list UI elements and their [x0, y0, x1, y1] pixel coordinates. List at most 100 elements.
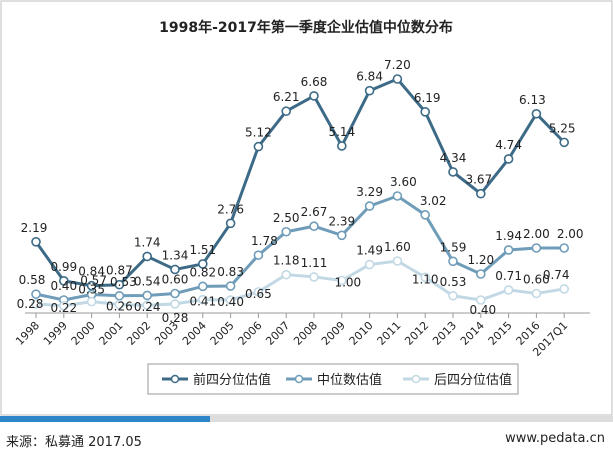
legend-swatch-marker — [411, 374, 421, 384]
data-label: 3.29 — [356, 185, 383, 199]
data-label: 3.02 — [420, 194, 447, 208]
data-point — [531, 108, 542, 119]
data-point — [559, 284, 570, 294]
data-point — [503, 285, 514, 295]
data-label: 0.54 — [134, 274, 161, 288]
data-point — [198, 281, 208, 292]
data-label: 2.39 — [328, 214, 355, 228]
legend-label: 前四分位估值 — [193, 372, 271, 388]
data-label: 0.99 — [50, 260, 77, 274]
data-point — [503, 154, 514, 164]
data-label: 2.67 — [301, 205, 328, 219]
data-point — [253, 250, 264, 260]
data-label: 1.59 — [440, 240, 467, 254]
data-point — [559, 137, 570, 148]
data-label: 0.87 — [106, 264, 133, 278]
data-label: 6.21 — [273, 90, 300, 104]
data-label: 0.22 — [50, 301, 77, 315]
data-point — [198, 294, 208, 305]
data-point — [31, 289, 41, 299]
data-label: 0.35 — [78, 283, 105, 297]
data-point — [559, 243, 570, 253]
data-label: 6.68 — [301, 75, 328, 89]
data-point — [475, 188, 486, 199]
legend: 前四分位估值 中位数估值 后四分位估值 — [162, 372, 512, 388]
data-label: 0.57 — [80, 273, 107, 287]
data-point — [420, 107, 431, 117]
data-label: 0.65 — [245, 287, 272, 301]
data-label: 2.76 — [217, 202, 244, 216]
data-point — [142, 290, 152, 301]
data-label: 1.78 — [251, 234, 278, 248]
legend-box — [147, 363, 519, 395]
data-point — [392, 256, 403, 266]
series-layer — [31, 74, 570, 311]
data-labels: 2.19 0.99 0.84 0.87 1.741.34 1.51 2.76 5.12 6.21… — [17, 58, 584, 325]
data-point — [142, 300, 152, 311]
source-note: 来源：私募通 2017.05 — [6, 435, 142, 450]
footer-bar-accent — [0, 416, 210, 422]
data-point — [336, 275, 347, 286]
data-label: 5.25 — [549, 121, 576, 135]
data-point — [198, 259, 208, 269]
data-point — [253, 141, 264, 152]
website-link[interactable]: www.pedata.cn — [505, 431, 605, 446]
data-label: 0.84 — [78, 265, 105, 279]
data-label: 2.00 — [557, 227, 584, 241]
data-label: 0.24 — [134, 300, 161, 314]
data-label: 1.10 — [412, 272, 439, 286]
data-label: 6.84 — [356, 70, 383, 84]
data-point — [420, 210, 431, 220]
data-point — [448, 167, 458, 177]
data-point — [531, 243, 542, 253]
data-label: 2.50 — [273, 211, 300, 225]
data-label: 0.41 — [189, 295, 216, 309]
data-label: 3.60 — [390, 175, 417, 189]
data-label: 1.94 — [495, 229, 522, 243]
data-label: 2.00 — [523, 227, 550, 241]
data-label: 1.18 — [273, 254, 300, 268]
data-point — [170, 299, 180, 309]
data-label: 1.34 — [162, 248, 189, 262]
data-point — [86, 296, 97, 307]
data-point — [364, 259, 375, 270]
data-label: 0.40 — [469, 303, 496, 317]
chart-border — [0, 0, 613, 416]
legend-label: 中位数估值 — [317, 372, 382, 388]
data-label: 0.60 — [162, 273, 189, 287]
data-label: 1.20 — [467, 253, 494, 267]
data-point — [336, 230, 347, 241]
data-label: 0.40 — [50, 279, 77, 293]
data-label: 0.74 — [543, 268, 570, 282]
data-label: 0.53 — [440, 275, 467, 289]
series-line-0 — [34, 77, 566, 288]
data-label: 1.00 — [334, 276, 361, 290]
data-point — [336, 141, 347, 151]
data-point — [253, 287, 264, 297]
data-label: 3.67 — [465, 173, 492, 187]
data-label: 0.53 — [110, 275, 137, 289]
data-point — [309, 221, 319, 232]
data-label: 5.14 — [328, 125, 355, 139]
data-point — [58, 301, 69, 311]
data-point — [531, 288, 542, 299]
data-point — [364, 201, 375, 211]
data-point — [364, 85, 375, 96]
data-label: 0.83 — [217, 265, 244, 279]
data-point — [142, 251, 152, 262]
data-label: 5.12 — [245, 126, 272, 140]
data-label: 1.49 — [356, 244, 383, 258]
data-point — [170, 288, 180, 299]
data-label: 1.74 — [134, 235, 161, 249]
data-label: 0.28 — [162, 311, 189, 325]
data-label: 1.51 — [189, 243, 216, 257]
data-point — [31, 237, 41, 247]
data-point — [114, 279, 125, 290]
data-label: 6.13 — [519, 93, 546, 107]
data-label: 0.71 — [495, 269, 522, 283]
chart-title: 1998年-2017年第一季度企业估值中位数分布 — [159, 19, 453, 36]
data-point — [281, 269, 292, 280]
data-label: 1.11 — [301, 256, 328, 270]
